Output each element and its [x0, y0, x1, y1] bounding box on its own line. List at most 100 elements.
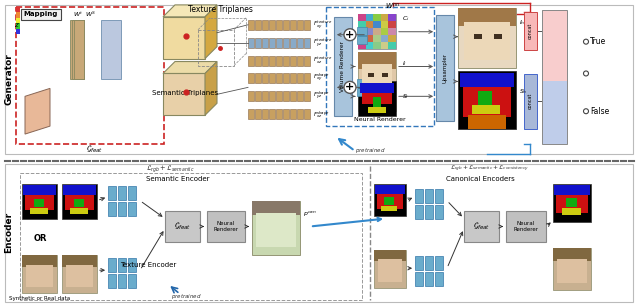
Bar: [435, 256, 443, 270]
Bar: [74, 199, 84, 206]
Bar: [255, 74, 261, 83]
Bar: [22, 184, 57, 219]
Bar: [542, 10, 567, 144]
Bar: [334, 17, 352, 116]
Bar: [297, 92, 303, 101]
Text: $F^{shape}_{xz}$: $F^{shape}_{xz}$: [313, 109, 330, 120]
Bar: [269, 56, 275, 66]
Bar: [553, 248, 591, 290]
Text: $W^t$  $W^S$: $W^t$ $W^S$: [73, 10, 97, 20]
Bar: [262, 20, 268, 30]
Bar: [358, 14, 396, 48]
Bar: [283, 109, 289, 119]
Text: $S_h$: $S_h$: [519, 87, 527, 96]
Text: concat: concat: [528, 23, 533, 39]
Bar: [62, 255, 97, 267]
Text: Texture Encoder: Texture Encoder: [120, 262, 176, 268]
Bar: [276, 74, 282, 83]
Text: Neural
Renderer: Neural Renderer: [214, 221, 239, 232]
Bar: [255, 109, 261, 119]
Bar: [255, 56, 261, 66]
Bar: [425, 189, 433, 203]
Bar: [262, 109, 268, 119]
Text: +: +: [346, 30, 355, 40]
Bar: [553, 248, 591, 261]
Bar: [248, 56, 254, 66]
Bar: [368, 74, 374, 77]
Text: $pretrained$: $pretrained$: [355, 146, 385, 156]
Text: concat: concat: [528, 93, 533, 109]
Bar: [262, 56, 268, 66]
Bar: [374, 250, 406, 261]
Bar: [381, 42, 388, 48]
Bar: [255, 20, 261, 30]
Polygon shape: [542, 81, 567, 144]
Bar: [458, 8, 516, 26]
Bar: [262, 92, 268, 101]
Bar: [388, 42, 396, 48]
Bar: [415, 256, 423, 270]
Circle shape: [584, 39, 589, 44]
Bar: [365, 35, 373, 42]
Bar: [118, 258, 126, 272]
Bar: [435, 205, 443, 219]
Text: $W^{nn}$: $W^{nn}$: [385, 1, 401, 11]
Bar: [16, 23, 20, 29]
Text: $\mathcal{L}_{rgb} + \mathcal{L}_{semantic} + \mathcal{L}_{consistency}$: $\mathcal{L}_{rgb} + \mathcal{L}_{semant…: [451, 164, 529, 174]
Text: $C_i$: $C_i$: [402, 14, 410, 23]
Bar: [65, 187, 94, 210]
Bar: [464, 22, 510, 59]
Text: $F^{texture}_{xy}$: $F^{texture}_{xy}$: [313, 19, 332, 30]
Bar: [198, 30, 234, 66]
Bar: [283, 38, 289, 48]
Bar: [108, 274, 116, 288]
Bar: [382, 74, 388, 77]
Bar: [128, 258, 136, 272]
Bar: [108, 258, 116, 272]
Bar: [506, 210, 546, 242]
Bar: [358, 52, 396, 70]
Bar: [388, 35, 396, 42]
Text: Mapping: Mapping: [24, 11, 58, 17]
Text: Upsampler: Upsampler: [442, 53, 447, 83]
Bar: [381, 28, 388, 35]
Bar: [494, 34, 502, 39]
Bar: [297, 109, 303, 119]
Bar: [358, 35, 365, 42]
Bar: [290, 20, 296, 30]
Bar: [276, 38, 282, 48]
Bar: [128, 274, 136, 288]
Bar: [415, 272, 423, 286]
Bar: [554, 185, 590, 195]
Text: $pretrained$: $pretrained$: [171, 292, 202, 300]
Text: Canonical Encoders: Canonical Encoders: [445, 176, 515, 182]
Bar: [304, 109, 310, 119]
Bar: [435, 189, 443, 203]
Bar: [252, 201, 300, 215]
Text: Synthetic or Real data: Synthetic or Real data: [10, 296, 70, 300]
Bar: [248, 38, 254, 48]
Bar: [304, 92, 310, 101]
Text: $z$: $z$: [14, 21, 20, 29]
Bar: [562, 208, 581, 215]
Bar: [23, 185, 56, 195]
Circle shape: [584, 109, 589, 114]
Bar: [207, 210, 245, 242]
Text: +: +: [346, 82, 355, 92]
Bar: [381, 35, 388, 42]
Bar: [163, 17, 205, 59]
Bar: [290, 109, 296, 119]
Bar: [62, 184, 97, 219]
Bar: [248, 74, 254, 83]
Bar: [358, 28, 365, 35]
Bar: [556, 187, 588, 213]
Bar: [5, 164, 633, 302]
Bar: [62, 255, 97, 293]
Bar: [358, 14, 365, 21]
Bar: [304, 74, 310, 83]
Bar: [373, 28, 381, 35]
Bar: [283, 56, 289, 66]
Bar: [290, 38, 296, 48]
Bar: [478, 92, 492, 105]
Text: Semantic Encoder: Semantic Encoder: [147, 176, 210, 182]
